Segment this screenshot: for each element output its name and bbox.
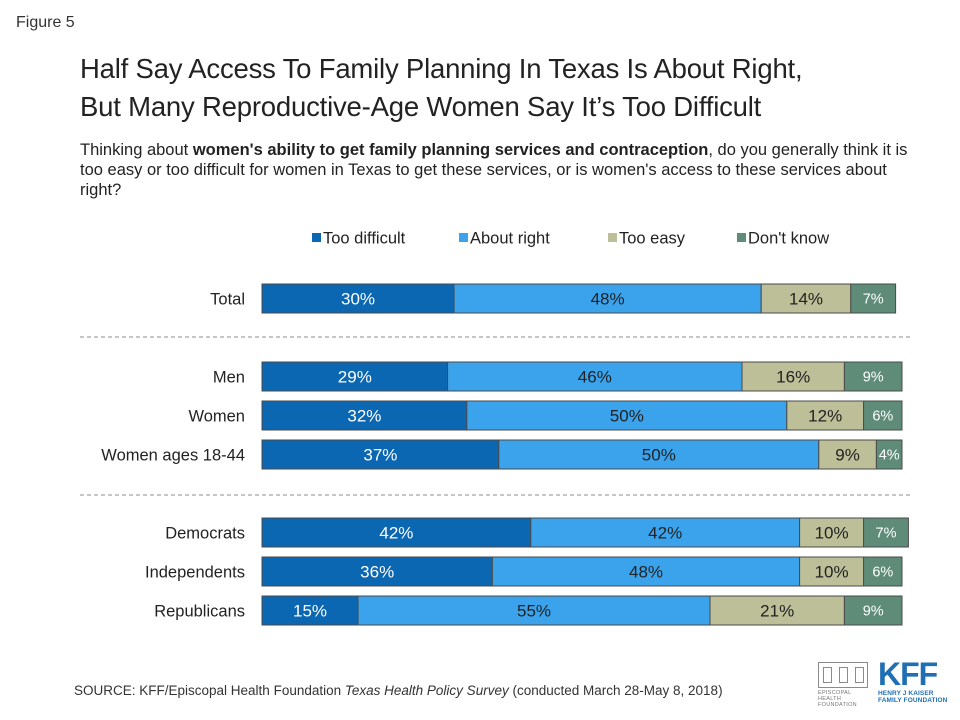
bar-segment-women-about-right (466, 400, 788, 431)
bar-segment-total-about-right (453, 283, 762, 314)
data-label-total-too-easy: 14% (789, 290, 823, 309)
bar-segment-independents-too-easy (799, 556, 865, 587)
chart-legend: Too difficult About right Too easy Don't kn… (312, 230, 829, 248)
data-label-total-too-difficult: 30% (341, 290, 375, 309)
question-pre: Thinking about (80, 141, 193, 159)
figure-label: Figure 5 (16, 14, 75, 31)
data-label-democrats-don-t-know: 7% (876, 526, 897, 542)
data-label-democrats-too-difficult: 42% (379, 524, 413, 543)
legend-label-about-right: About right (470, 230, 550, 248)
bar-segment-women-don-t-know (863, 400, 903, 431)
category-label-men: Men (213, 369, 245, 387)
data-label-women-ages-18-44-too-easy: 9% (835, 446, 860, 465)
data-label-men-about-right: 46% (578, 368, 612, 387)
bar-segment-men-too-difficult (261, 361, 449, 392)
bar-segment-total-too-easy (760, 283, 852, 314)
kff-logo-sub-2: FAMILY FOUNDATION (878, 697, 948, 704)
data-label-women-ages-18-44-don-t-know: 4% (879, 448, 900, 464)
legend-label-too-easy: Too easy (619, 230, 686, 248)
category-label-democrats: Democrats (165, 525, 245, 543)
source-pre: SOURCE: KFF/Episcopal Health Foundation (74, 683, 345, 698)
kff-logo: KFF HENRY J KAISER FAMILY FOUNDATION (878, 658, 954, 704)
bar-segment-democrats-too-easy (799, 517, 865, 548)
category-label-women: Women (188, 408, 245, 426)
ehf-mark-icon (818, 662, 868, 688)
bar-segment-democrats-too-difficult (261, 517, 532, 548)
data-label-women-ages-18-44-about-right: 50% (642, 446, 676, 465)
bar-segment-women-ages-18-44-don-t-know (875, 439, 903, 470)
data-label-women-ages-18-44-too-difficult: 37% (363, 446, 397, 465)
data-label-men-too-difficult: 29% (338, 368, 372, 387)
bar-segment-democrats-don-t-know (863, 517, 909, 548)
bar-segment-women-ages-18-44-too-difficult (261, 439, 500, 470)
source-survey-name: Texas Health Policy Survey (344, 683, 509, 698)
legend-swatch-about-right (459, 233, 468, 242)
legend-swatch-don-t-know (737, 233, 746, 242)
source-note: SOURCE: KFF/Episcopal Health Foundation … (74, 683, 723, 698)
title-line-1: Half Say Access To Family Planning In Te… (80, 53, 803, 84)
category-label-independents: Independents (145, 564, 245, 582)
data-label-republicans-too-difficult: 15% (293, 602, 327, 621)
question-post: , do you generally think it is too easy … (80, 141, 908, 199)
bar-area: 30% 48% 14% 7% 29% 46% 16% 9% 32% 50% 12% 6% 37% 50% 9… (261, 283, 909, 626)
data-label-independents-don-t-know: 6% (872, 565, 893, 581)
data-label-independents-too-easy: 10% (815, 563, 849, 582)
data-label-women-too-difficult: 32% (347, 407, 381, 426)
legend-swatch-too-easy (608, 233, 617, 242)
bar-segment-men-don-t-know (843, 361, 903, 392)
episcopal-health-foundation-logo: EPISCOPAL HEALTH FOUNDATION (818, 662, 870, 708)
legend-label-don-t-know: Don't know (748, 230, 829, 248)
bar-segment-republicans-too-difficult (261, 595, 359, 626)
legend-swatch-too-difficult (312, 233, 321, 242)
group-dividers (80, 336, 912, 496)
question-bold: women's ability to get family planning s… (192, 141, 709, 159)
chart-title: Half Say Access To Family Planning In Te… (80, 50, 960, 126)
bar-segment-republicans-don-t-know (843, 595, 903, 626)
bar-row-republicans: 15% 55% 21% 9% (261, 595, 903, 626)
bar-row-democrats: 42% 42% 10% 7% (261, 517, 909, 548)
bar-segment-republicans-too-easy (709, 595, 845, 626)
bar-segment-independents-don-t-know (863, 556, 903, 587)
data-label-women-too-easy: 12% (808, 407, 842, 426)
survey-question: Thinking about women's ability to get fa… (80, 140, 910, 200)
data-label-total-about-right: 48% (591, 290, 625, 309)
bar-segment-women-ages-18-44-too-easy (818, 439, 877, 470)
data-label-men-too-easy: 16% (776, 368, 810, 387)
bar-segment-women-too-difficult (261, 400, 468, 431)
data-label-women-don-t-know: 6% (872, 409, 893, 425)
data-label-independents-about-right: 48% (629, 563, 663, 582)
bar-row-total: 30% 48% 14% 7% (261, 283, 897, 314)
bar-segment-independents-too-difficult (261, 556, 493, 587)
bar-segment-democrats-about-right (530, 517, 801, 548)
bar-segment-women-ages-18-44-about-right (498, 439, 820, 470)
bar-segment-total-too-difficult (261, 283, 455, 314)
category-label-women-ages-18-44: Women ages 18-44 (101, 447, 245, 465)
data-label-republicans-about-right: 55% (517, 602, 551, 621)
title-line-2: But Many Reproductive-Age Women Say It’s… (80, 91, 762, 122)
data-label-republicans-too-easy: 21% (760, 602, 794, 621)
bar-segment-men-about-right (447, 361, 743, 392)
legend-label-too-difficult: Too difficult (323, 230, 406, 248)
bar-row-women-ages-18-44: 37% 50% 9% 4% (261, 439, 903, 470)
kff-logo-sub-1: HENRY J KAISER (878, 690, 934, 697)
category-labels: Total Men Women Women ages 18-44 Democrats In… (101, 291, 245, 621)
source-post: (conducted March 28-May 8, 2018) (508, 683, 723, 698)
data-label-men-don-t-know: 9% (863, 370, 884, 386)
data-label-independents-too-difficult: 36% (360, 563, 394, 582)
data-label-democrats-about-right: 42% (648, 524, 682, 543)
bar-row-men: 29% 46% 16% 9% (261, 361, 903, 392)
data-label-democrats-too-easy: 10% (815, 524, 849, 543)
data-label-total-don-t-know: 7% (863, 292, 884, 308)
data-label-women-about-right: 50% (610, 407, 644, 426)
kff-logo-mark: KFF (878, 656, 938, 692)
ehf-logo-text: EPISCOPAL HEALTH FOUNDATION (818, 690, 857, 708)
category-label-total: Total (210, 291, 245, 309)
bar-segment-total-don-t-know (850, 283, 897, 314)
data-label-republicans-don-t-know: 9% (863, 604, 884, 620)
category-label-republicans: Republicans (154, 603, 245, 621)
bar-row-independents: 36% 48% 10% 6% (261, 556, 903, 587)
bar-row-women: 32% 50% 12% 6% (261, 400, 903, 431)
